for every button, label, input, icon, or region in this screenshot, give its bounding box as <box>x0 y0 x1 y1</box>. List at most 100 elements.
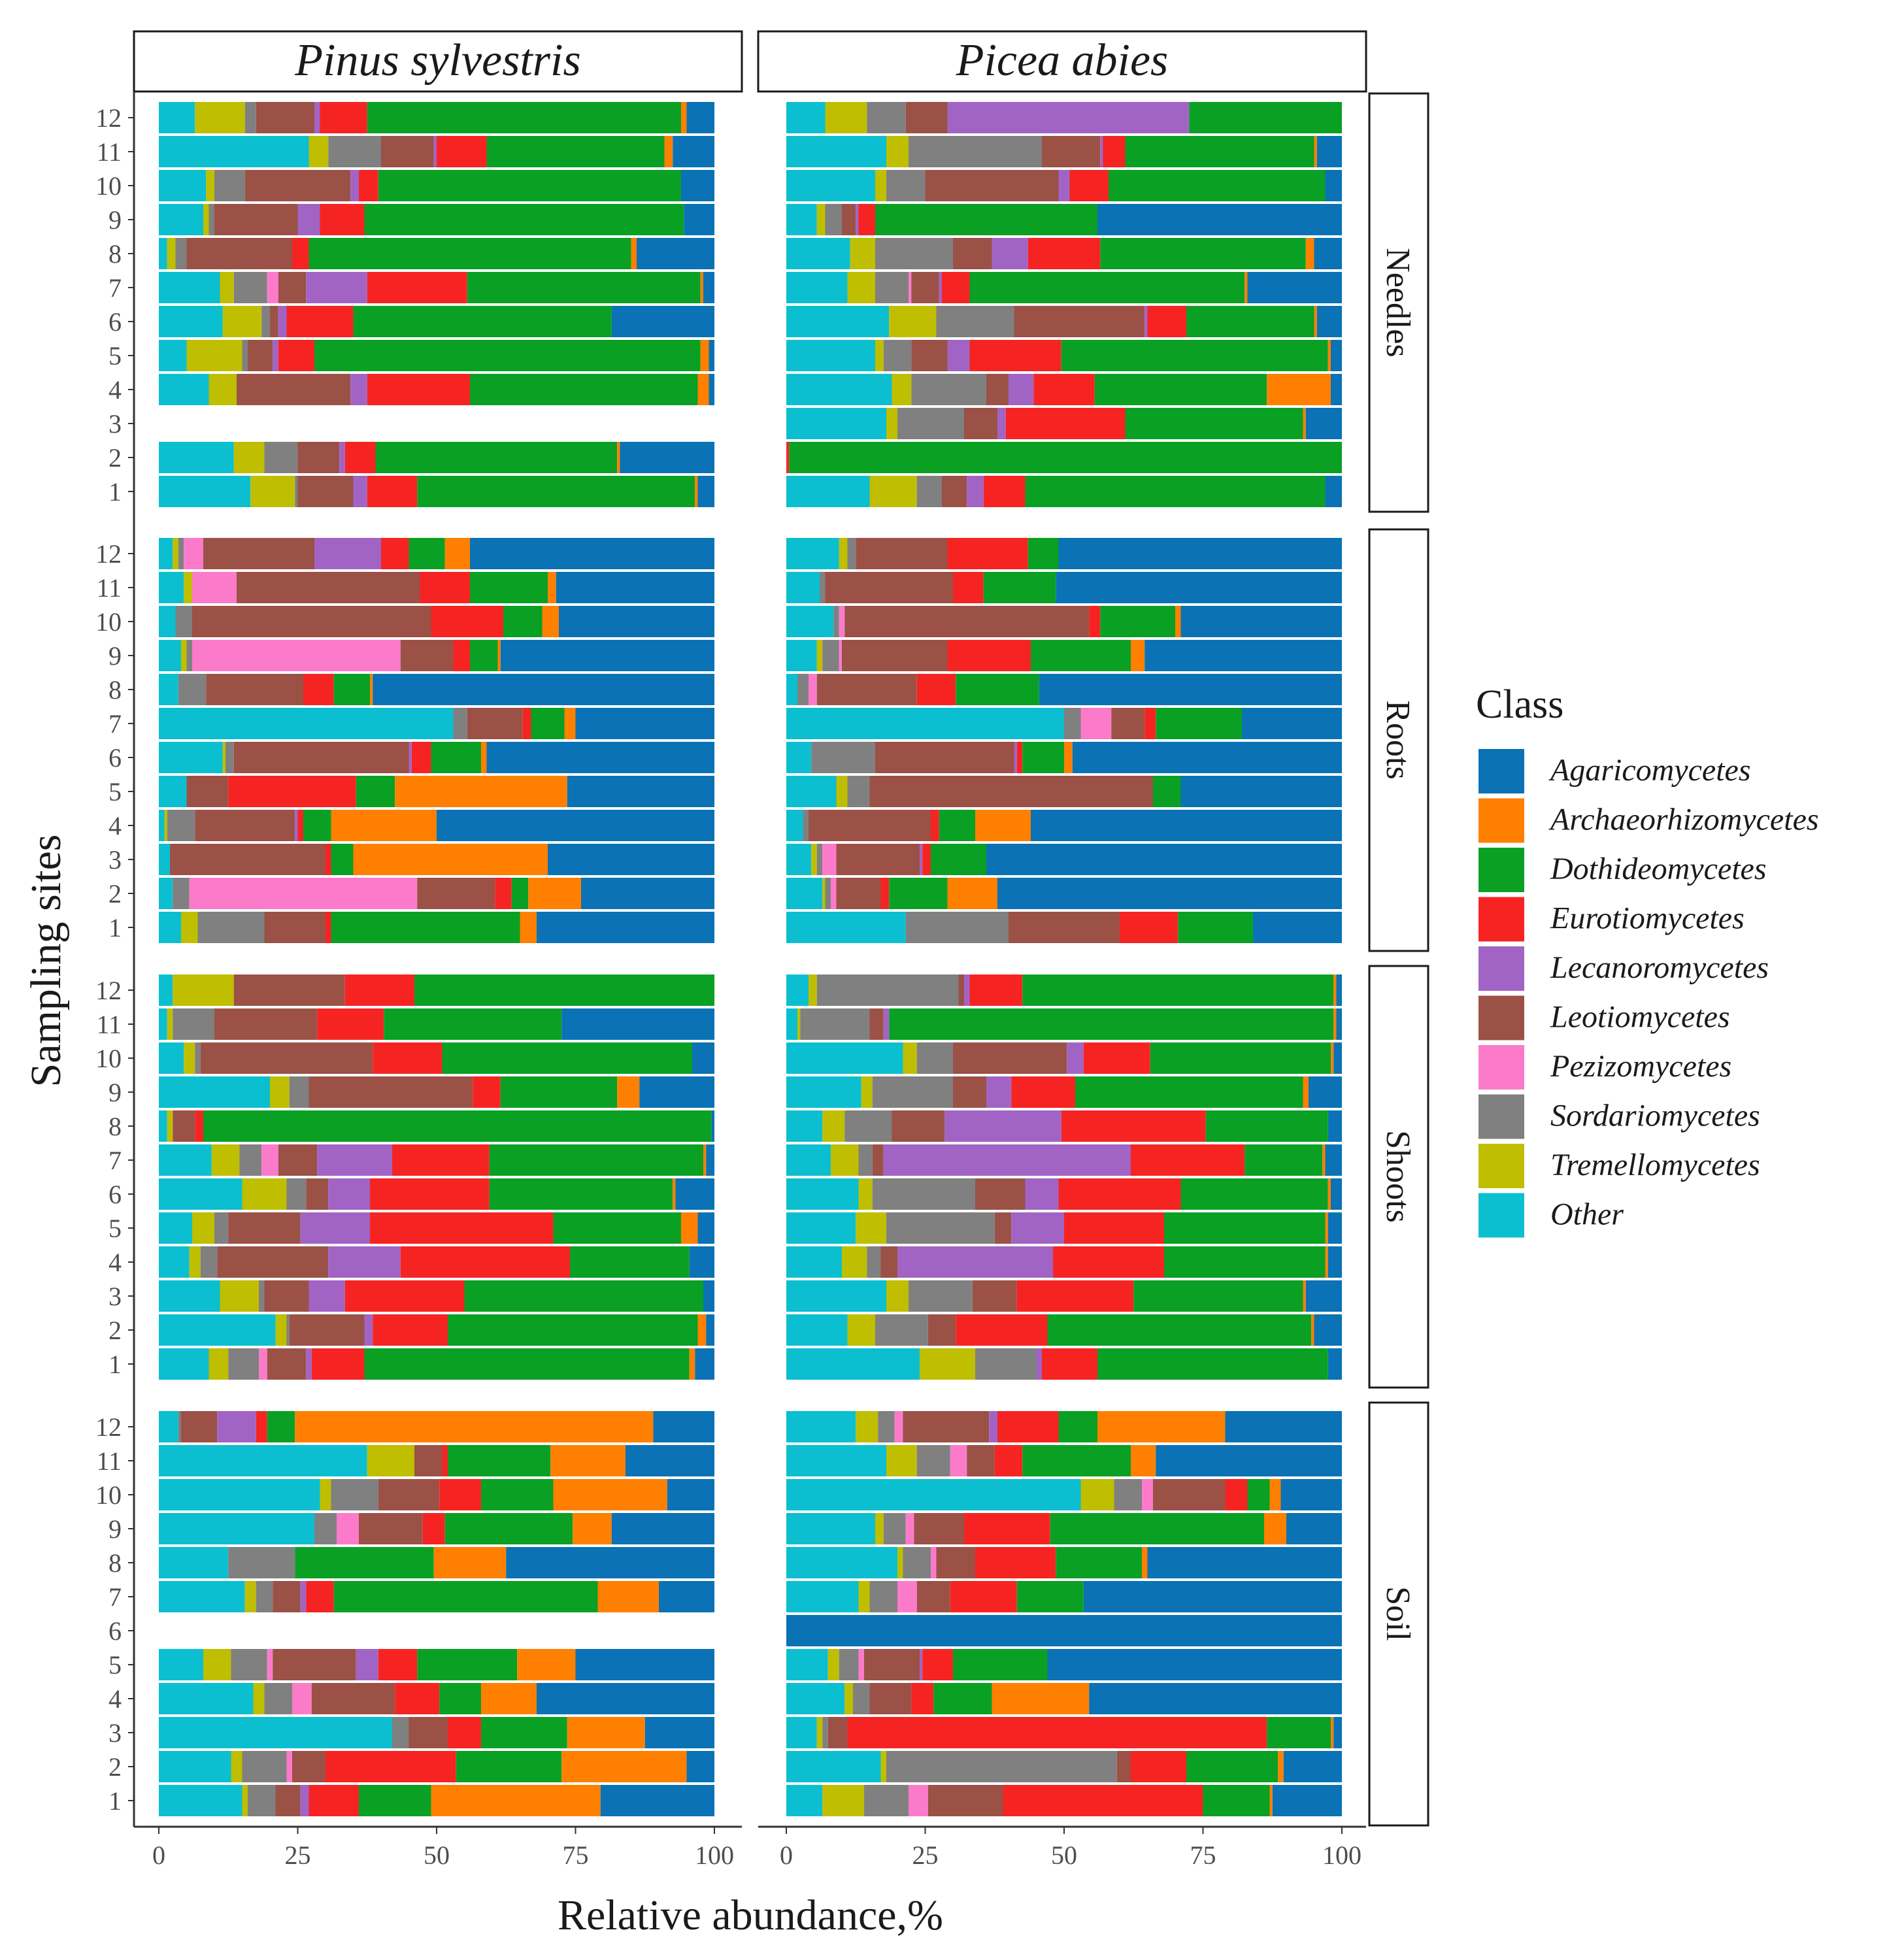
bar-segment-eurotiomycetes-site-7 <box>1131 1144 1245 1176</box>
bar-segment-agaricomycetes-site-2 <box>686 1751 714 1782</box>
bar-segment-other-site-5 <box>786 776 837 807</box>
bar-segment-leotiomycetes-site-3 <box>836 844 920 875</box>
bar-segment-sordariomycetes-site-10 <box>886 170 926 201</box>
bar-segment-leotiomycetes-site-3 <box>972 1280 1017 1312</box>
bar-segment-sordariomycetes-site-9 <box>883 1513 906 1544</box>
bar-segment-eurotiomycetes-site-11 <box>953 572 984 603</box>
bar-segment-leotiomycetes-site-7 <box>467 708 523 739</box>
bar-segment-agaricomycetes-site-6 <box>1316 306 1342 337</box>
bar-segment-sordariomycetes-site-11 <box>820 572 826 603</box>
legend-label-tremellomycetes: Tremellomycetes <box>1550 1148 1760 1182</box>
bar-segment-archaeorhizomycetes-site-1 <box>431 1785 601 1816</box>
bar-segment-eurotiomycetes-site-9 <box>453 640 470 671</box>
column-strip-pinus: Pinus sylvestris <box>133 30 743 93</box>
bar-segment-pezizomycetes-site-1 <box>909 1785 928 1816</box>
bar-segment-eurotiomycetes-site-8 <box>1027 238 1101 269</box>
bar-segment-other-site-6 <box>159 306 223 337</box>
bar-segment-dothideomycetes-site-12 <box>267 1411 295 1442</box>
bar-segment-eurotiomycetes-site-7 <box>522 708 531 739</box>
bar-segment-sordariomycetes-site-2 <box>173 878 190 909</box>
bar-segment-sordariomycetes-site-7 <box>869 1581 897 1612</box>
bar-segment-other-site-4 <box>159 810 165 841</box>
bar-segment-eurotiomycetes-site-4 <box>395 1683 440 1714</box>
bar-segment-agaricomycetes-site-6 <box>675 1178 714 1210</box>
bar-segment-dothideomycetes-site-4 <box>303 810 331 841</box>
legend-swatch-leotiomycetes <box>1478 995 1524 1040</box>
bar-segment-leotiomycetes-site-12 <box>958 974 964 1006</box>
bar-segment-tremellomycetes-site-1 <box>242 1785 248 1816</box>
bar-segment-lecanoromycetes-site-12 <box>964 974 970 1006</box>
bar-segment-leotiomycetes-site-12 <box>856 538 948 569</box>
x-tick-picea-25: 25 <box>912 1840 939 1870</box>
x-tick-pinus-25: 25 <box>285 1840 311 1870</box>
bar-segment-archaeorhizomycetes-site-12 <box>1097 1411 1226 1442</box>
bar-segment-leotiomycetes-site-8 <box>186 238 292 269</box>
bar-segment-leotiomycetes-site-2 <box>1116 1751 1131 1782</box>
bar-segment-other-site-11 <box>159 1008 167 1040</box>
bar-segment-eurotiomycetes-site-2 <box>495 878 512 909</box>
bar-segment-eurotiomycetes-site-4 <box>297 810 303 841</box>
bar-segment-archaeorhizomycetes-site-11 <box>548 572 556 603</box>
bar-segment-sordariomycetes-site-1 <box>248 1785 276 1816</box>
bar-segment-agaricomycetes-site-1 <box>697 476 714 507</box>
bar-segment-eurotiomycetes-site-5 <box>922 1649 953 1680</box>
bar-segment-agaricomycetes-site-3 <box>1333 1717 1342 1748</box>
bar-segment-agaricomycetes-site-11 <box>1156 1445 1342 1476</box>
bar-segment-lecanoromycetes-site-1 <box>1036 1348 1042 1380</box>
bar-segment-other-site-3 <box>159 1280 220 1312</box>
bar-segment-archaeorhizomycetes-site-6 <box>1064 742 1073 773</box>
bar-segment-leotiomycetes-site-6 <box>1014 306 1145 337</box>
panel-picea-abies-shoots <box>786 974 1342 1380</box>
y-tick-shoots-4: 4 <box>109 1248 122 1277</box>
bar-segment-archaeorhizomycetes-site-5 <box>395 776 567 807</box>
bar-segment-sordariomycetes-site-10 <box>1114 1479 1142 1510</box>
bar-segment-tremellomycetes-site-11 <box>797 1008 801 1040</box>
bar-segment-dothideomycetes-site-7 <box>1156 708 1242 739</box>
bar-segment-eurotiomycetes-site-4 <box>931 810 939 841</box>
legend-label-pezizomycetes: Pezizomycetes <box>1550 1049 1731 1084</box>
bar-segment-agaricomycetes-site-12 <box>470 538 714 569</box>
bar-segment-agaricomycetes-site-2 <box>997 878 1342 909</box>
bar-segment-archaeorhizomycetes-site-2 <box>1311 1314 1314 1346</box>
bar-segment-dothideomycetes-site-1 <box>1097 1348 1328 1380</box>
y-tick-needles-1: 1 <box>109 477 122 507</box>
bar-segment-leotiomycetes-site-1 <box>267 1348 307 1380</box>
bar-segment-eurotiomycetes-site-5 <box>370 1212 554 1244</box>
bar-segment-agaricomycetes-site-3 <box>986 844 1342 875</box>
bar-segment-sordariomycetes-site-9 <box>825 204 842 235</box>
bar-segment-dothideomycetes-site-4 <box>1164 1246 1326 1278</box>
bar-segment-dothideomycetes-site-10 <box>481 1479 554 1510</box>
bar-segment-agaricomycetes-site-12 <box>1225 1411 1342 1442</box>
bar-segment-tremellomycetes-site-5 <box>836 776 848 807</box>
panel-picea-abies-roots <box>786 538 1342 943</box>
bar-segment-dothideomycetes-site-7 <box>1244 1144 1323 1176</box>
bar-segment-archaeorhizomycetes-site-4 <box>975 810 1031 841</box>
bar-segment-other-site-4 <box>786 1683 845 1714</box>
bar-segment-leotiomycetes-site-9 <box>842 204 856 235</box>
bar-segment-eurotiomycetes-site-9 <box>858 204 875 235</box>
bar-segment-agaricomycetes-site-8 <box>1328 1110 1342 1142</box>
y-tick-needles-2: 2 <box>109 443 122 473</box>
bar-segment-dothideomycetes-site-3 <box>1267 1717 1331 1748</box>
bar-segment-dothideomycetes-site-9 <box>875 204 1097 235</box>
bar-segment-agaricomycetes-site-9 <box>1309 1076 1342 1108</box>
bar-segment-leotiomycetes-site-11 <box>869 1008 884 1040</box>
bar-segment-archaeorhizomycetes-site-11 <box>664 136 673 167</box>
bar-segment-eurotiomycetes-site-1 <box>309 1785 359 1816</box>
bar-segment-agaricomycetes-site-8 <box>1039 674 1342 705</box>
bar-segment-other-site-5 <box>786 340 875 371</box>
legend-label-agaricomycetes: Agaricomycetes <box>1548 753 1751 788</box>
bar-segment-agaricomycetes-site-1 <box>1328 1348 1342 1380</box>
bar-segment-other-site-9 <box>786 640 817 671</box>
bar-segment-sordariomycetes-site-12 <box>878 1411 895 1442</box>
bar-segment-lecanoromycetes-site-10 <box>350 170 359 201</box>
bar-segment-pezizomycetes-site-7 <box>897 1581 917 1612</box>
bar-segment-other-site-9 <box>786 204 817 235</box>
bar-segment-sordariomycetes-site-7 <box>875 272 909 303</box>
bar-segment-eurotiomycetes-site-11 <box>1103 136 1126 167</box>
bar-segment-archaeorhizomycetes-site-8 <box>631 238 637 269</box>
bar-segment-dothideomycetes-site-11 <box>486 136 665 167</box>
panel-picea-abies-needles <box>786 102 1342 507</box>
bar-segment-leotiomycetes-site-9 <box>400 640 454 671</box>
bar-segment-tremellomycetes-site-2 <box>275 1314 287 1346</box>
